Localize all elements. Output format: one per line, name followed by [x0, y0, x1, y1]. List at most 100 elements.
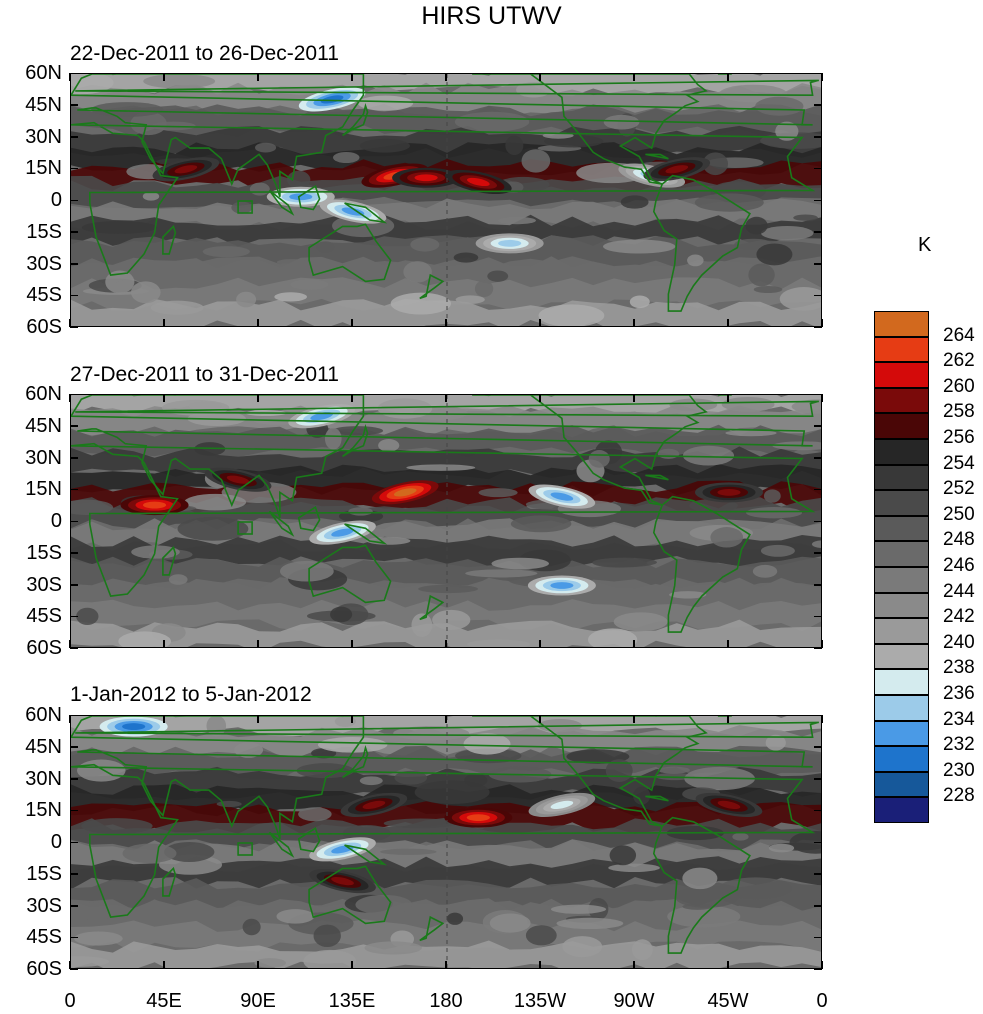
colorbar-label: 254: [943, 452, 975, 474]
y-tick: [70, 231, 78, 233]
coastline-africa: [71, 763, 816, 918]
coastline-australia: [308, 223, 392, 283]
contour-patch: [76, 607, 99, 625]
contour-patch: [487, 270, 509, 282]
y-tick: [814, 647, 822, 649]
contour-patch: [510, 515, 572, 533]
x-tick: [445, 640, 447, 648]
y-tick-label: 0: [50, 189, 62, 211]
contour-patch: [142, 191, 160, 201]
x-tick: [821, 961, 823, 969]
y-tick-label: 15N: [25, 799, 62, 822]
feature-contour: [665, 165, 689, 174]
contour-patch: [316, 241, 335, 253]
y-tick-label: 30S: [26, 573, 62, 596]
x-tick: [539, 715, 541, 723]
coastline-cuba: [645, 474, 669, 481]
contour-patch: [202, 246, 250, 258]
contour-patch: [657, 448, 680, 459]
y-tick: [814, 615, 822, 618]
x-tick: [69, 319, 71, 327]
contour-patch: [603, 239, 676, 254]
y-tick-label: 15S: [26, 541, 62, 564]
y-tick: [814, 488, 822, 491]
y-tick: [70, 841, 78, 843]
contour-patch: [793, 214, 818, 221]
coastline-sumatra: [268, 510, 295, 537]
x-tick: [257, 73, 259, 81]
y-tick-label: 45S: [26, 284, 62, 307]
y-tick: [70, 615, 78, 618]
y-tick: [814, 457, 822, 459]
contour-patch: [592, 557, 648, 568]
contour-patch: [359, 776, 383, 786]
contour-patch: [359, 138, 410, 153]
coastline-newguinea: [344, 523, 388, 545]
x-tick: [727, 715, 729, 723]
contour-patch: [77, 759, 126, 782]
colorbar-swatch: [874, 797, 929, 823]
colorbar-swatch: [874, 618, 929, 644]
contour-patch: [562, 936, 603, 958]
x-tick: [257, 319, 259, 327]
y-tick: [70, 746, 78, 748]
x-tick-label: 0: [816, 990, 828, 1012]
y-tick: [814, 873, 822, 875]
y-tick-label: 45S: [26, 926, 62, 949]
x-tick: [257, 640, 259, 648]
x-tick-label: 135E: [328, 990, 376, 1012]
coastline-namerica: [472, 716, 708, 827]
x-tick: [821, 715, 823, 723]
contour-patch: [521, 149, 551, 173]
feature-contour: [142, 501, 167, 509]
contour-patch: [453, 252, 479, 263]
contour-patch: [378, 439, 400, 452]
y-tick: [70, 457, 78, 459]
contour-patch: [276, 259, 308, 266]
colorbar-label: 236: [943, 683, 975, 704]
contour-patch: [588, 450, 610, 468]
x-tick: [69, 640, 71, 648]
contour-patch: [454, 111, 530, 132]
x-tick: [163, 715, 165, 723]
coastline-uk: [75, 79, 819, 97]
y-tick: [70, 104, 78, 106]
colorbar-unit-label: K: [918, 234, 932, 256]
contour-patch: [620, 195, 649, 209]
y-tick-label: 15S: [26, 862, 62, 885]
contour-patch: [491, 557, 549, 570]
colorbar-label: 230: [943, 759, 975, 781]
colorbar-swatch: [874, 464, 929, 491]
x-tick-label: 45W: [707, 990, 749, 1012]
contour-patch: [403, 261, 432, 283]
y-tick-label: 60N: [25, 62, 62, 84]
x-tick: [539, 961, 541, 969]
y-tick: [814, 104, 822, 106]
x-tick: [539, 319, 541, 327]
contour-patch: [779, 287, 821, 311]
contour-patch: [760, 544, 795, 557]
feature-contour: [717, 488, 741, 496]
contour-patch: [465, 569, 538, 578]
contour-plot: [71, 74, 821, 326]
y-tick: [814, 136, 822, 138]
coastline-sumatra: [268, 189, 295, 216]
contour-patch: [184, 493, 247, 511]
feature-contour: [320, 95, 344, 104]
x-tick-label: 90W: [613, 990, 655, 1012]
x-tick: [727, 394, 729, 402]
y-tick: [70, 136, 78, 138]
x-tick-label: 180: [429, 990, 463, 1012]
feature-contour: [498, 239, 522, 247]
contour-band: [71, 725, 821, 759]
contour-patch: [324, 427, 342, 450]
x-tick: [445, 961, 447, 969]
contour-patch: [355, 894, 413, 915]
region-box: [237, 842, 253, 856]
x-tick: [727, 319, 729, 327]
x-tick: [633, 961, 635, 969]
contour-patch: [411, 613, 433, 637]
coastline-madagascar: [162, 866, 177, 897]
contour-patch: [732, 832, 749, 841]
contour-patch: [629, 295, 650, 309]
